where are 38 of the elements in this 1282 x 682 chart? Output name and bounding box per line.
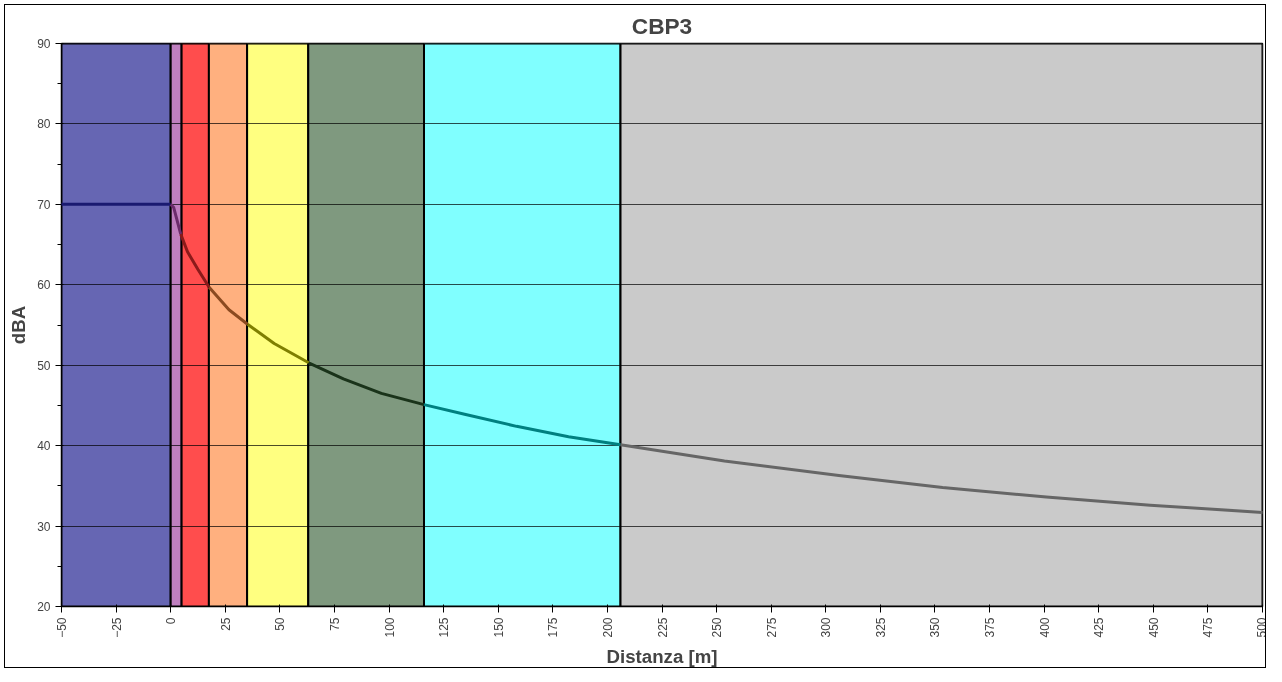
line-series xyxy=(619,443,1264,514)
line-series xyxy=(422,403,623,447)
x-axis-title: Distanza [m] xyxy=(606,645,718,667)
x-tick-label: 275 xyxy=(764,617,779,638)
x-tick-label: 100 xyxy=(382,617,397,638)
x-tick-label: 150 xyxy=(491,617,506,638)
x-tick-label: 425 xyxy=(1092,617,1107,638)
x-tick-label: 225 xyxy=(655,617,670,638)
x-tick-label: 200 xyxy=(600,617,615,638)
x-tick-label: 25 xyxy=(218,617,233,631)
line-series xyxy=(179,232,211,289)
y-tick-label: 20 xyxy=(37,600,51,614)
x-tick-label: 475 xyxy=(1201,617,1216,638)
x-tick-label: −25 xyxy=(109,617,124,638)
y-tick-label: 60 xyxy=(37,278,51,293)
x-tick-label: 125 xyxy=(437,617,452,638)
y-tick-label: 40 xyxy=(37,439,51,454)
x-tick-label: 300 xyxy=(819,617,834,638)
y-tick-label: 70 xyxy=(37,197,51,212)
y-tick-label: 80 xyxy=(37,117,51,132)
x-tick-label: 500 xyxy=(1254,617,1269,638)
x-tick-label: −50 xyxy=(55,617,69,638)
y-axis-title: dBA xyxy=(8,305,30,345)
y-tick-label: 50 xyxy=(37,358,51,373)
x-tick-label: 350 xyxy=(928,617,943,638)
x-tick-label: 375 xyxy=(983,617,998,638)
line-series xyxy=(307,361,426,407)
x-tick-label: 75 xyxy=(327,617,342,631)
x-tick-label: 50 xyxy=(273,617,288,631)
y-tick-label: 30 xyxy=(37,519,51,534)
x-tick-label: 400 xyxy=(1037,617,1052,638)
x-tick-label: 175 xyxy=(546,617,561,638)
chart-title: CBP3 xyxy=(631,12,693,39)
x-tick-label: 325 xyxy=(873,617,888,638)
x-tick-label: 450 xyxy=(1146,617,1161,638)
x-tick-label: 250 xyxy=(710,617,725,638)
y-tick-label: 90 xyxy=(37,37,51,51)
x-tick-label: 0 xyxy=(164,617,179,625)
